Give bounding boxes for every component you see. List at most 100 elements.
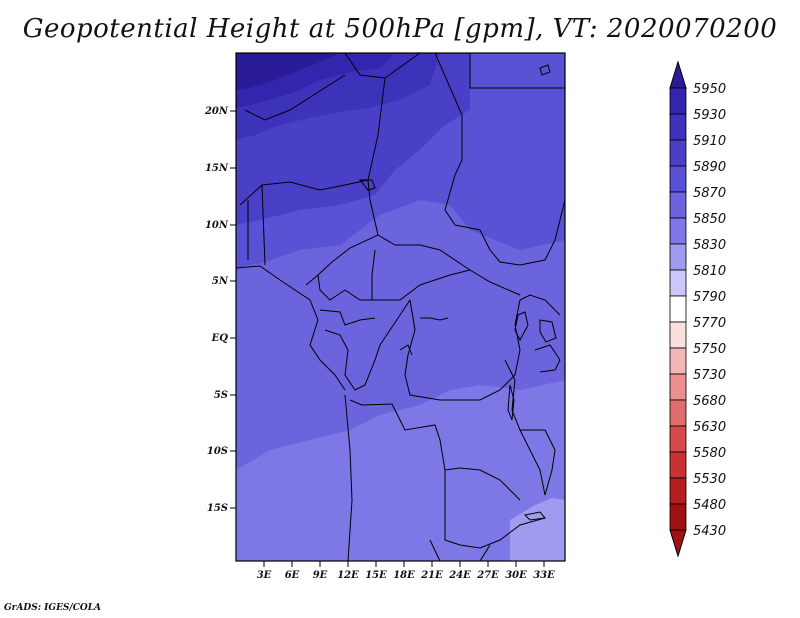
geopotential-field [236, 53, 565, 561]
colorbar-label: 5430 [693, 524, 726, 539]
lake-outline [523, 511, 546, 521]
border-line [469, 53, 565, 89]
x-label: 21E [420, 570, 443, 581]
colorbar-label: 5830 [693, 238, 726, 253]
colorbar-segment [669, 451, 687, 479]
coast-segment [420, 317, 449, 321]
colorbar-segment [669, 139, 687, 167]
colorbar-label: 5910 [693, 134, 726, 149]
y-axis: 20N 15N 10N 5N EQ 5S 10S 15S [204, 106, 236, 514]
lake-outline [539, 64, 551, 76]
x-label: 27E [476, 570, 499, 581]
border-line [324, 299, 411, 391]
x-label: 15E [365, 570, 387, 581]
y-label: 10S [207, 446, 228, 457]
page-title: Geopotential Height at 500hPa [gpm], VT:… [22, 14, 778, 44]
colorbar-label: 5480 [693, 498, 726, 513]
colorbar-segment [669, 373, 687, 401]
colorbar-segment [669, 425, 687, 453]
colorbar-label: 5530 [693, 472, 726, 487]
border-line [261, 184, 266, 266]
x-label: 30E [505, 570, 527, 581]
lake-outline [539, 319, 557, 343]
border-line [534, 344, 561, 373]
border-line [454, 199, 565, 266]
y-label: 10N [205, 220, 229, 231]
x-label: 18E [393, 570, 415, 581]
colorbar-label: 5950 [693, 82, 726, 97]
grads-credit: GrADS: IGES/COLA [4, 603, 102, 613]
colorbar-segment [669, 269, 687, 297]
colorbar-label: 5770 [693, 316, 726, 331]
border-line [434, 53, 463, 226]
x-label: 12E [337, 570, 359, 581]
border-line [236, 265, 319, 321]
colorbar-segment [669, 87, 687, 115]
border-line [444, 470, 546, 549]
border-line [344, 394, 353, 561]
colorbar-label: 5850 [693, 212, 726, 227]
border-line [377, 234, 521, 296]
colorbar-bottom-arrow [669, 529, 687, 558]
colorbar-segment [669, 503, 687, 531]
border-line [344, 53, 421, 79]
coast-segment [399, 344, 413, 356]
lake-outline [358, 179, 376, 191]
x-label: 24E [448, 570, 471, 581]
x-axis: 3E 6E 9E 12E 15E 18E 21E 24E 27E 30E 33E [257, 561, 555, 581]
border-line [309, 319, 346, 391]
x-label: 9E [313, 570, 328, 581]
border-line [429, 539, 441, 561]
colorbar-label: 5810 [693, 264, 726, 279]
colorbar-segment [669, 399, 687, 427]
border-line [244, 74, 346, 121]
border-line [319, 309, 376, 326]
colorbar-segment [669, 165, 687, 193]
field-band-5950 [236, 53, 340, 90]
x-label: 6E [285, 570, 300, 581]
y-label: 15N [205, 163, 229, 174]
border-line [349, 399, 521, 501]
colorbar-segment [669, 477, 687, 505]
map-frame [235, 52, 566, 562]
colorbar-segment [669, 113, 687, 141]
lake-outline [514, 311, 529, 342]
lake-outline [507, 384, 515, 421]
colorbar: 5950 5930 5910 5890 5870 5850 5830 5810 5790 5770… [669, 60, 726, 558]
border-line [520, 429, 556, 496]
colorbar-label: 5870 [693, 186, 726, 201]
colorbar-segment [669, 243, 687, 271]
colorbar-label: 5890 [693, 160, 726, 175]
colorbar-segment [669, 191, 687, 219]
border-line [317, 274, 346, 301]
x-label: 33E [533, 570, 555, 581]
colorbar-segment [669, 321, 687, 349]
border-line [479, 544, 491, 561]
colorbar-label: 5730 [693, 368, 726, 383]
colorbar-label: 5930 [693, 108, 726, 123]
colorbar-label: 5630 [693, 420, 726, 435]
colorbar-label: 5580 [693, 446, 726, 461]
colorbar-segment [669, 217, 687, 245]
y-label: 5N [212, 276, 229, 287]
field-band-5830 [510, 498, 565, 561]
border-line [239, 179, 369, 206]
border-line [371, 249, 376, 300]
colorbar-label: 5750 [693, 342, 726, 357]
x-label: 3E [257, 570, 272, 581]
border-line [305, 199, 379, 286]
country-borders [236, 53, 565, 561]
field-band-5850 [236, 380, 565, 561]
y-label: EQ [211, 333, 229, 344]
colorbar-top-arrow [669, 60, 687, 89]
border-line [519, 294, 561, 316]
y-label: 20N [204, 106, 229, 117]
y-label: 5S [214, 390, 228, 401]
colorbar-label: 5680 [693, 394, 726, 409]
colorbar-segment [669, 347, 687, 375]
colorbar-label: 5790 [693, 290, 726, 305]
border-line [404, 299, 521, 401]
colorbar-segment [669, 295, 687, 323]
border-line [344, 269, 471, 301]
